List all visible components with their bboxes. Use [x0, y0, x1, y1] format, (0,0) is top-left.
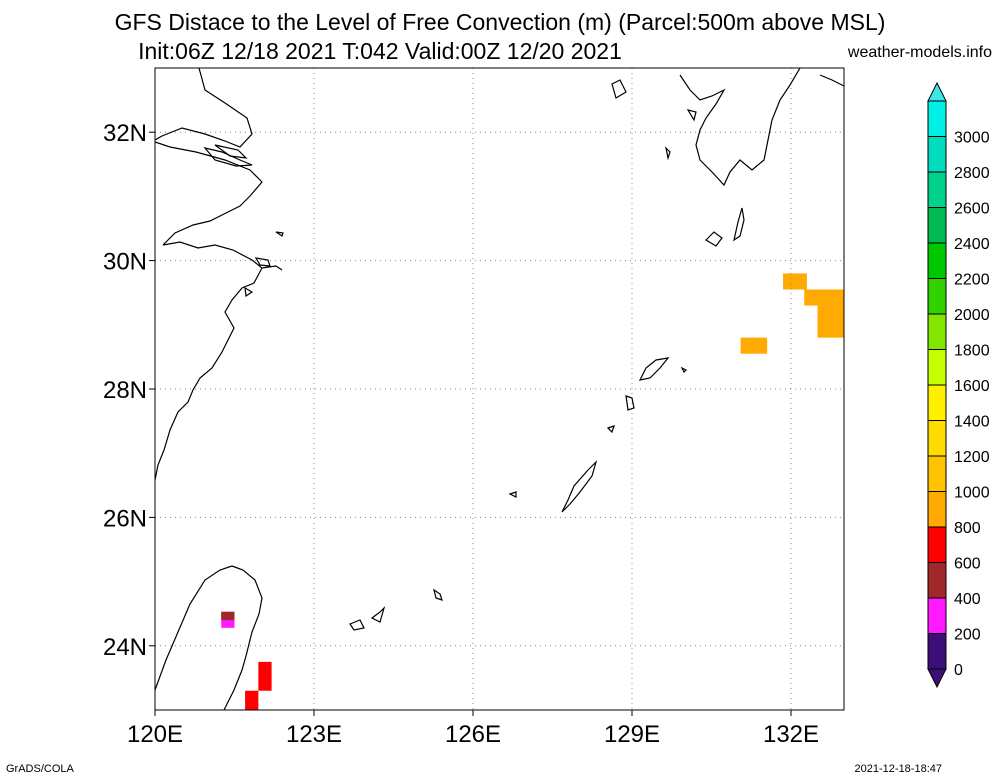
colorbar-segment: [927, 491, 947, 528]
coastline-layer: [155, 68, 844, 710]
colorbar-label: 400: [954, 591, 981, 608]
lon-tick-label: 120E: [127, 721, 183, 748]
chart-subtitle: Init:06Z 12/18 2021 T:042 Valid:00Z 12/2…: [138, 38, 622, 64]
data-cell: [783, 273, 807, 290]
kikai-island: [680, 366, 688, 374]
data-cell: [221, 611, 235, 621]
colorbar-label: 2400: [954, 236, 990, 253]
colorbar-label: 1000: [954, 485, 990, 502]
colorbar-label: 1800: [954, 343, 990, 360]
colorbar-label: 0: [954, 662, 963, 679]
colorbar-label: 200: [954, 627, 981, 644]
colorbar-label: 1200: [954, 449, 990, 466]
colorbar-segment: [927, 278, 947, 315]
chart-title: GFS Distace to the Level of Free Convect…: [114, 9, 886, 35]
colorbar-label: 2800: [954, 165, 990, 182]
lon-tick-label: 126E: [445, 721, 501, 748]
colorbar: 0 200 400 600 800 1000 1200 1400 1600 1800 2000 220…: [927, 81, 990, 689]
colorbar-segment: [927, 136, 947, 173]
site-label: weather-models.info: [847, 44, 992, 61]
okinawa-island: [561, 459, 598, 513]
amami-oshima: [638, 357, 670, 381]
data-cell: [258, 661, 272, 691]
kyushu-west-coast: [611, 79, 697, 161]
lat-tick-label: 28N: [103, 377, 147, 404]
colorbar-segment: [927, 242, 947, 279]
data-cells-layer: [221, 273, 844, 710]
colorbar-segment: [927, 384, 947, 421]
footer-credit: GrADS/COLA: [6, 763, 74, 775]
colorbar-segment: [927, 455, 947, 492]
colorbar-segment: [927, 526, 947, 563]
taiwan-coastline: [155, 565, 263, 710]
colorbar-label: 2200: [954, 272, 990, 289]
lat-tick-label: 30N: [103, 249, 147, 276]
colorbar-segment: [927, 420, 947, 457]
data-cell: [740, 337, 768, 354]
colorbar-segment: [927, 633, 947, 670]
axis-ticks: 24N 26N 28N 30N 32N 120E 123E 126E 129E 132E: [103, 120, 819, 748]
lon-tick-label: 132E: [763, 721, 819, 748]
lat-tick-label: 24N: [103, 634, 147, 661]
grid-lines: [155, 68, 844, 710]
colorbar-label: 3000: [954, 130, 990, 147]
shikoku-coastline: [819, 74, 844, 87]
kyushu-coastline: [679, 68, 801, 187]
china-coastline: [155, 68, 283, 481]
chongming-island: [214, 144, 248, 159]
footer-timestamp: 2021-12-18-18:47: [854, 763, 942, 775]
lat-tick-label: 26N: [103, 505, 147, 532]
lon-tick-label: 129E: [604, 721, 660, 748]
colorbar-segment: [927, 100, 947, 137]
colorbar-segment: [927, 349, 947, 386]
colorbar-label: 2600: [954, 201, 990, 218]
miyako-island: [349, 619, 365, 631]
tanegashima-island: [733, 207, 745, 242]
colorbar-over-arrow: [927, 81, 947, 102]
okinoerabu-island: [606, 425, 615, 434]
lat-tick-label: 32N: [103, 120, 147, 147]
yangtze-estuary: [203, 147, 253, 167]
yakushima-island: [705, 231, 723, 247]
data-cell: [817, 305, 844, 338]
ishigaki-island: [370, 605, 386, 623]
colorbar-label: 2000: [954, 307, 990, 324]
zhoushan-islands: [244, 231, 284, 298]
colorbar-under-arrow: [927, 668, 947, 689]
data-cell: [804, 289, 844, 306]
colorbar-label: 600: [954, 556, 981, 573]
tokunoshima-island: [625, 395, 635, 411]
colorbar-segment: [927, 597, 947, 634]
colorbar-segment: [927, 562, 947, 599]
colorbar-label: 800: [954, 520, 981, 537]
colorbar-segment: [927, 207, 947, 244]
senkaku-islands: [433, 588, 443, 601]
colorbar-segment: [927, 313, 947, 350]
colorbar-label: 1600: [954, 378, 990, 395]
kume-island: [508, 491, 517, 498]
lon-tick-label: 123E: [286, 721, 342, 748]
data-cell: [245, 690, 259, 710]
colorbar-segment: [927, 171, 947, 208]
colorbar-label: 1400: [954, 414, 990, 431]
